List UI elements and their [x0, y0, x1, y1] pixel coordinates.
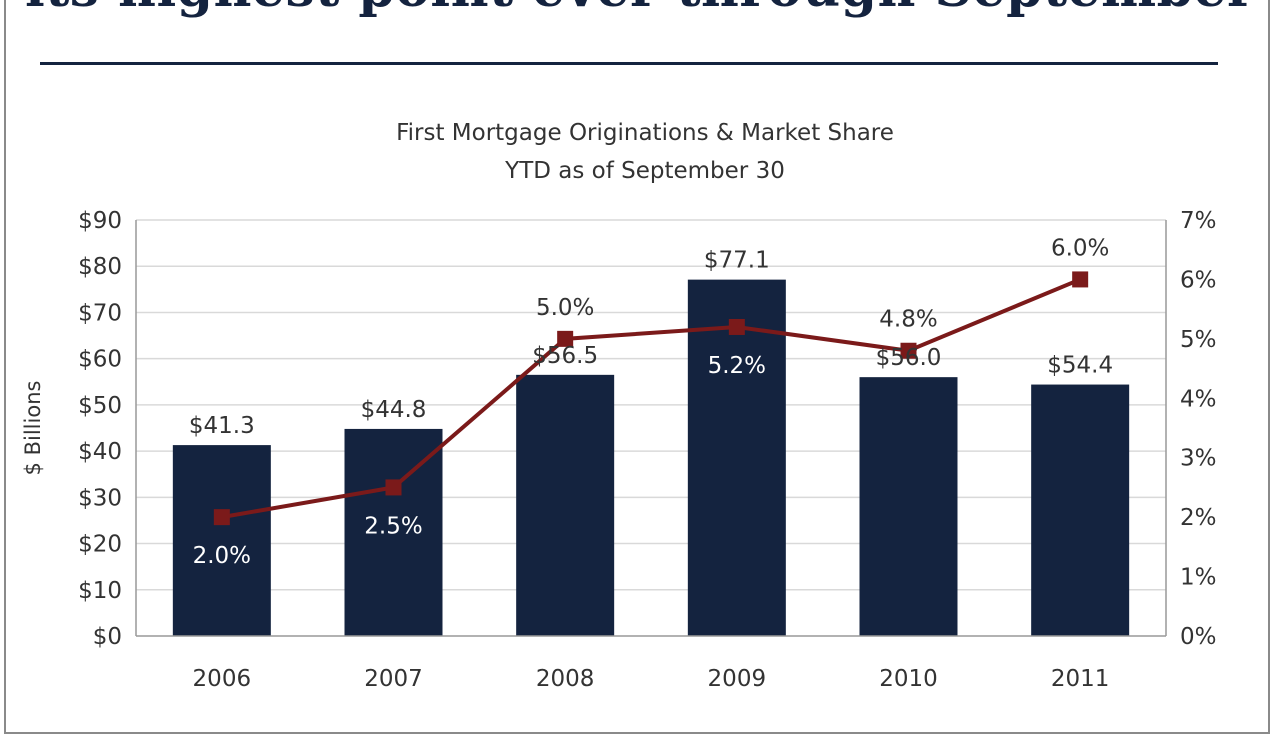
share-value-label: 6.0% — [1051, 235, 1109, 261]
bar-value-label: $44.8 — [361, 397, 427, 423]
y-tick-label: $90 — [78, 208, 122, 234]
y-tick-label: $10 — [78, 578, 122, 604]
bar-value-label: $54.4 — [1047, 353, 1113, 379]
y2-tick-label: 0% — [1180, 624, 1217, 650]
chart-subtitle: YTD as of September 30 — [504, 158, 785, 184]
share-marker — [728, 318, 745, 335]
slide-headline: its highest point ever through September — [0, 0, 1280, 19]
bar — [859, 377, 958, 636]
y2-tick-label: 4% — [1180, 386, 1217, 412]
share-value-label: 2.5% — [364, 513, 422, 539]
y2-tick-label: 2% — [1180, 505, 1217, 531]
y2-tick-label: 6% — [1180, 267, 1217, 293]
y2-tick-label: 3% — [1180, 446, 1217, 472]
y-tick-label: $40 — [78, 439, 122, 465]
bar-value-label: $56.5 — [532, 343, 598, 369]
bar — [1031, 384, 1130, 636]
y-tick-label: $30 — [78, 485, 122, 511]
share-value-label: 5.2% — [708, 353, 766, 379]
y2-tick-label: 1% — [1180, 565, 1217, 591]
y-tick-label: $50 — [78, 393, 122, 419]
share-marker — [557, 330, 574, 347]
x-tick-label: 2007 — [364, 666, 423, 692]
y2-tick-label: 5% — [1180, 327, 1217, 353]
y-tick-label: $70 — [78, 300, 122, 326]
share-value-label: 5.0% — [536, 295, 594, 321]
bar — [172, 445, 271, 636]
bar-value-label: $41.3 — [189, 413, 255, 439]
y-axis-title: $ Billions — [21, 381, 45, 476]
x-tick-label: 2006 — [193, 666, 252, 692]
title-rule — [40, 62, 1218, 65]
bar — [516, 374, 615, 636]
y2-tick-label: 7% — [1180, 208, 1217, 234]
share-line — [221, 277, 1081, 520]
share-marker — [900, 342, 917, 359]
chart-title: First Mortgage Originations & Market Sha… — [396, 120, 894, 146]
x-tick-label: 2009 — [708, 666, 767, 692]
share-value-label: 2.0% — [193, 543, 251, 569]
share-value-label: 4.8% — [879, 307, 937, 333]
bar-value-label: $77.1 — [704, 248, 770, 274]
y-tick-label: $0 — [93, 624, 122, 650]
bar — [687, 279, 786, 636]
x-tick-label: 2011 — [1051, 666, 1110, 692]
y-tick-label: $80 — [78, 254, 122, 280]
bar-value-label: $56.0 — [876, 345, 942, 371]
share-marker — [385, 479, 402, 496]
y-tick-label: $60 — [78, 347, 122, 373]
x-tick-label: 2008 — [536, 666, 595, 692]
x-tick-label: 2010 — [879, 666, 938, 692]
bar — [344, 428, 443, 636]
y-tick-label: $20 — [78, 532, 122, 558]
share-marker — [1072, 271, 1089, 288]
share-marker — [213, 509, 230, 526]
